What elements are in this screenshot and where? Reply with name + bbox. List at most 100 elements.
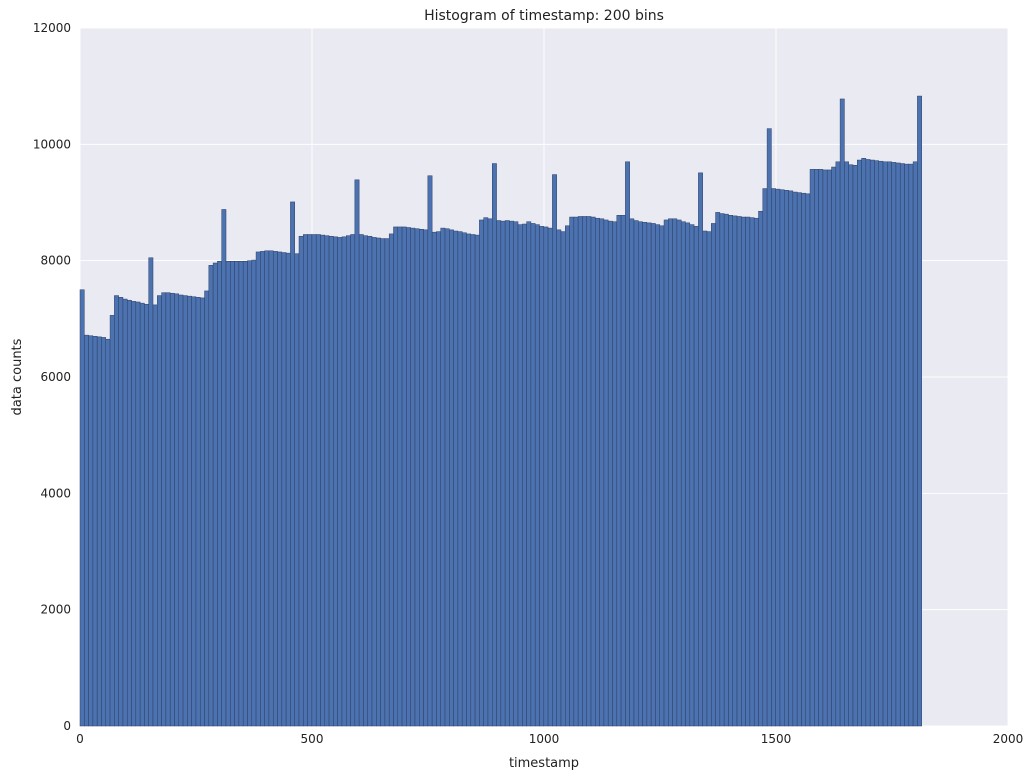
- histogram-bar-6: [105, 338, 111, 727]
- histogram-bar-102: [517, 224, 523, 727]
- histogram-bar-86: [449, 229, 454, 727]
- histogram-bar-157: [753, 217, 759, 727]
- histogram-bar-154: [741, 216, 746, 727]
- histogram-bar-70: [380, 238, 386, 727]
- histogram-bar-77: [410, 227, 416, 727]
- histogram-bar-140: [680, 221, 686, 727]
- chart-title: Histogram of timestamp: 200 bins: [424, 8, 664, 24]
- histogram-bar-101: [513, 221, 519, 727]
- histogram-bar-152: [732, 215, 738, 727]
- histogram-bar-153: [736, 216, 742, 727]
- histogram-bar-7: [109, 315, 115, 727]
- histogram-bar-139: [676, 219, 682, 727]
- histogram-bar-121: [599, 218, 605, 727]
- histogram-bar-37: [238, 260, 244, 727]
- histogram-bar-10: [122, 298, 128, 727]
- histogram-bar-3: [92, 336, 98, 727]
- histogram-bar-151: [728, 215, 733, 727]
- histogram-bar-141: [685, 222, 691, 727]
- histogram-bar-12: [131, 301, 137, 727]
- histogram-bar-133: [650, 223, 656, 727]
- histogram-bar-46: [277, 251, 283, 727]
- histogram-bar-84: [440, 227, 446, 727]
- x-tick-label-3: 1500: [761, 732, 792, 746]
- histogram-bar-122: [603, 219, 609, 727]
- histogram-bar-105: [530, 223, 536, 727]
- histogram-bar-148: [715, 212, 721, 727]
- x-tick-label-1: 500: [301, 732, 324, 746]
- histogram-bar-169: [805, 193, 811, 727]
- histogram-bar-189: [891, 162, 897, 727]
- histogram-bar-126: [620, 215, 626, 727]
- histogram-bar-188: [887, 161, 892, 727]
- histogram-bar-51: [298, 235, 304, 727]
- histogram-bar-111: [556, 229, 562, 727]
- histogram-bar-24: [182, 295, 188, 727]
- histogram-bar-18: [157, 295, 162, 727]
- histogram-bar-186: [878, 160, 884, 727]
- histogram-bar-21: [169, 292, 175, 727]
- histogram-bar-19: [161, 292, 167, 727]
- histogram-bar-9: [118, 297, 124, 727]
- histogram-bar-71: [384, 238, 390, 727]
- histogram-bar-190: [895, 162, 901, 727]
- histogram-bar-145: [702, 230, 708, 727]
- histogram-bar-166: [792, 191, 798, 727]
- histogram-bar-110: [552, 174, 557, 727]
- histogram-bar-175: [831, 166, 837, 727]
- histogram-bar-1: [84, 334, 89, 727]
- histogram-bar-129: [633, 220, 639, 727]
- histogram-bar-57: [324, 235, 330, 727]
- histogram-bar-64: [354, 179, 360, 727]
- histogram-bar-93: [479, 219, 484, 727]
- histogram-bar-183: [865, 159, 871, 727]
- histogram-bar-178: [844, 161, 849, 727]
- histogram-bar-161: [771, 188, 776, 727]
- histogram-bar-104: [526, 221, 532, 727]
- histogram-bar-8: [114, 295, 119, 727]
- histogram-bar-5: [101, 337, 107, 727]
- histogram-bar-123: [607, 220, 613, 727]
- histogram-bar-89: [461, 232, 467, 727]
- histogram-bar-160: [766, 128, 772, 727]
- histogram-bar-120: [595, 217, 600, 727]
- histogram-bar-168: [801, 192, 806, 727]
- histogram-bar-52: [303, 234, 308, 727]
- histogram-bar-147: [711, 223, 716, 727]
- histogram-bar-171: [814, 169, 819, 727]
- histogram-bar-130: [638, 221, 643, 727]
- histogram-bar-118: [586, 216, 592, 727]
- histogram-bar-42: [260, 251, 265, 727]
- y-tick-label-4: 8000: [40, 254, 71, 268]
- histogram-bar-43: [264, 250, 270, 727]
- histogram-bar-131: [642, 222, 648, 727]
- histogram-bar-94: [483, 217, 489, 727]
- histogram-bar-15: [144, 304, 149, 727]
- histogram-bar-150: [723, 213, 729, 727]
- histogram-bar-50: [294, 253, 300, 727]
- histogram-bar-48: [285, 252, 291, 727]
- histogram-bar-80: [423, 229, 429, 727]
- histogram-bar-136: [663, 219, 669, 727]
- histogram-bar-125: [616, 215, 622, 727]
- histogram-bar-117: [582, 216, 587, 727]
- histogram-bar-106: [534, 224, 540, 727]
- histogram-bar-66: [363, 235, 368, 727]
- histogram-bar-65: [358, 234, 364, 727]
- histogram-bar-76: [406, 227, 411, 727]
- histogram-bar-88: [457, 231, 463, 727]
- histogram-bar-17: [152, 304, 158, 727]
- histogram-bar-99: [504, 220, 510, 727]
- histogram-bar-179: [848, 164, 854, 727]
- histogram-bar-142: [689, 224, 695, 727]
- histogram-bar-170: [809, 169, 815, 727]
- histogram-bar-98: [500, 220, 506, 727]
- histogram-bar-85: [444, 228, 450, 727]
- histogram-bar-144: [698, 172, 703, 727]
- histogram-bars: [79, 95, 922, 727]
- histogram-bar-137: [668, 218, 673, 727]
- histogram-bar-54: [311, 234, 317, 727]
- y-tick-label-5: 10000: [33, 137, 71, 151]
- histogram-bar-0: [79, 289, 85, 727]
- histogram-bar-177: [839, 98, 845, 727]
